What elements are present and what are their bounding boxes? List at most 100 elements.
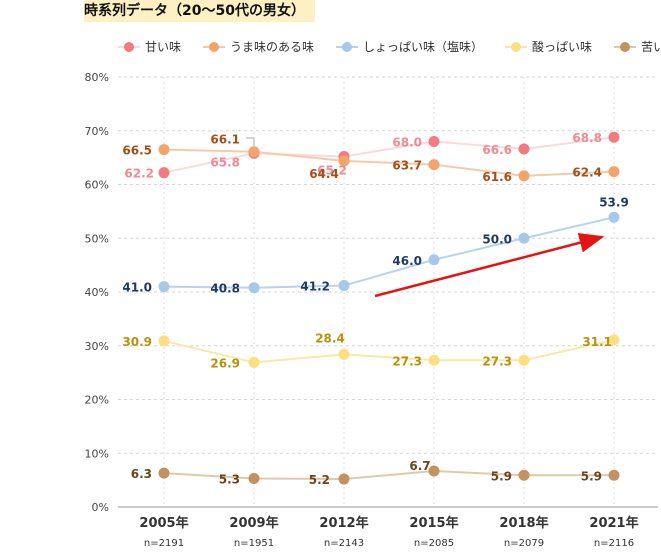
- data-point-sour: [248, 356, 260, 368]
- data-label-sour: 26.9: [210, 356, 240, 370]
- data-point-sour: [428, 354, 440, 366]
- data-point-bitter: [518, 469, 530, 481]
- legend-item-sweet[interactable]: 甘い味: [118, 38, 181, 55]
- data-label-salty: 40.8: [210, 282, 240, 296]
- data-point-salty: [158, 281, 170, 293]
- data-point-sweet: [428, 136, 440, 147]
- sample-size-label: n=1951: [234, 538, 274, 549]
- legend-label-umami: うま味のある味: [230, 40, 315, 54]
- data-label-sour: 27.3: [392, 354, 422, 368]
- data-label-umami: 61.6: [482, 170, 512, 184]
- data-point-sour: [518, 354, 530, 366]
- data-point-umami: [608, 166, 620, 178]
- legend-item-sour[interactable]: 酸っぱい味: [505, 38, 592, 55]
- data-label-umami: 63.7: [392, 159, 422, 173]
- y-tick-label: 50%: [85, 232, 109, 245]
- data-label-sweet: 62.2: [124, 167, 154, 181]
- series-line-salty: [163, 216, 615, 289]
- data-point-sweet: [608, 131, 620, 143]
- legend-marker-sour: [505, 41, 528, 52]
- data-label-bitter: 5.3: [219, 473, 240, 487]
- label-leader-line: [246, 137, 255, 146]
- data-label-sour: 30.9: [122, 335, 152, 349]
- data-point-bitter: [158, 467, 170, 479]
- data-label-bitter: 5.9: [491, 469, 512, 483]
- data-point-salty: [338, 280, 350, 292]
- data-point-sweet: [158, 167, 170, 179]
- legend-label-salty: しょっぱい味（塩味）: [363, 40, 484, 54]
- y-tick-label: 60%: [85, 179, 109, 192]
- data-label-sour: 27.3: [482, 354, 512, 368]
- data-point-bitter: [428, 465, 440, 477]
- legend-marker-sweet: [118, 41, 140, 52]
- legend-item-salty[interactable]: しょっぱい味（塩味）: [336, 38, 483, 55]
- sample-size-label: n=2143: [324, 538, 364, 549]
- data-label-umami: 66.1: [210, 133, 240, 147]
- data-label-sour: 28.4: [315, 331, 345, 345]
- x-tick-label: 2015年: [409, 515, 458, 531]
- data-point-salty: [248, 282, 260, 294]
- data-point-bitter: [338, 473, 350, 485]
- legend-marker-umami: [203, 41, 226, 52]
- data-label-salty: 53.9: [599, 195, 629, 209]
- data-point-umami: [338, 155, 350, 167]
- series-line-sour: [163, 338, 615, 364]
- data-point-bitter: [248, 473, 260, 485]
- x-tick-label: 2021年: [589, 515, 638, 531]
- data-point-sour: [338, 348, 350, 360]
- data-point-salty: [428, 254, 440, 266]
- y-tick-label: 80%: [85, 71, 109, 84]
- y-tick-label: 10%: [85, 447, 109, 460]
- sample-size-label: n=2116: [594, 538, 634, 549]
- data-point-bitter: [608, 469, 620, 481]
- data-label-umami: 64.4: [309, 167, 339, 181]
- sample-size-label: n=2079: [504, 538, 544, 549]
- y-tick-label: 30%: [85, 340, 109, 353]
- data-label-bitter: 5.2: [309, 473, 330, 487]
- x-tick-label: 2012年: [319, 515, 368, 531]
- x-tick-label: 2018年: [499, 515, 548, 531]
- data-label-sweet: 65.2: [317, 164, 347, 178]
- data-label-bitter: 6.7: [409, 459, 430, 473]
- data-point-sweet: [518, 143, 530, 155]
- data-label-salty: 41.0: [122, 281, 152, 295]
- data-point-umami: [248, 146, 260, 158]
- data-point-umami: [158, 144, 170, 156]
- data-label-sweet: 65.8: [210, 155, 240, 169]
- legend-item-umami[interactable]: うま味のある味: [203, 38, 314, 55]
- series-line-bitter: [163, 469, 614, 481]
- sample-size-label: n=2085: [414, 538, 454, 549]
- data-point-umami: [428, 159, 440, 171]
- legend-marker-salty: [336, 41, 359, 52]
- series-line-sweet: [163, 136, 615, 174]
- y-tick-label: 70%: [85, 125, 109, 138]
- x-tick-label: 2009年: [229, 515, 278, 531]
- legend-label-sweet: 甘い味: [145, 40, 182, 54]
- data-label-salty: 41.2: [300, 280, 330, 294]
- legend-marker-bitter: [614, 41, 637, 52]
- data-point-salty: [518, 232, 530, 244]
- y-tick-label: 20%: [85, 394, 109, 407]
- legend-label-sour: 酸っぱい味: [532, 40, 593, 54]
- data-point-sour: [158, 335, 170, 347]
- data-point-salty: [608, 211, 620, 223]
- data-label-salty: 46.0: [392, 254, 422, 268]
- data-label-sour: 31.1: [582, 335, 612, 349]
- data-point-sour: [608, 334, 620, 346]
- legend: 甘い味 うま味のある味 しょっぱい味（塩味） 酸っぱい味 苦い味: [118, 38, 661, 55]
- data-label-umami: 66.5: [122, 144, 152, 158]
- data-label-umami: 62.4: [572, 166, 602, 180]
- data-label-bitter: 6.3: [131, 467, 152, 481]
- data-label-sweet: 68.8: [572, 131, 602, 145]
- series-line-umami: [163, 148, 615, 177]
- data-label-sweet: 68.0: [392, 136, 422, 150]
- legend-item-bitter[interactable]: 苦い味: [614, 38, 661, 55]
- legend-label-bitter: 苦い味: [641, 40, 661, 54]
- trend-arrow: [374, 232, 605, 298]
- data-label-bitter: 5.9: [581, 469, 602, 483]
- chart-title: 時系列データ（20〜50代の男女）: [84, 0, 315, 22]
- sample-size-label: n=2191: [144, 538, 184, 549]
- data-point-umami: [518, 170, 530, 182]
- y-tick-label: 40%: [85, 286, 109, 299]
